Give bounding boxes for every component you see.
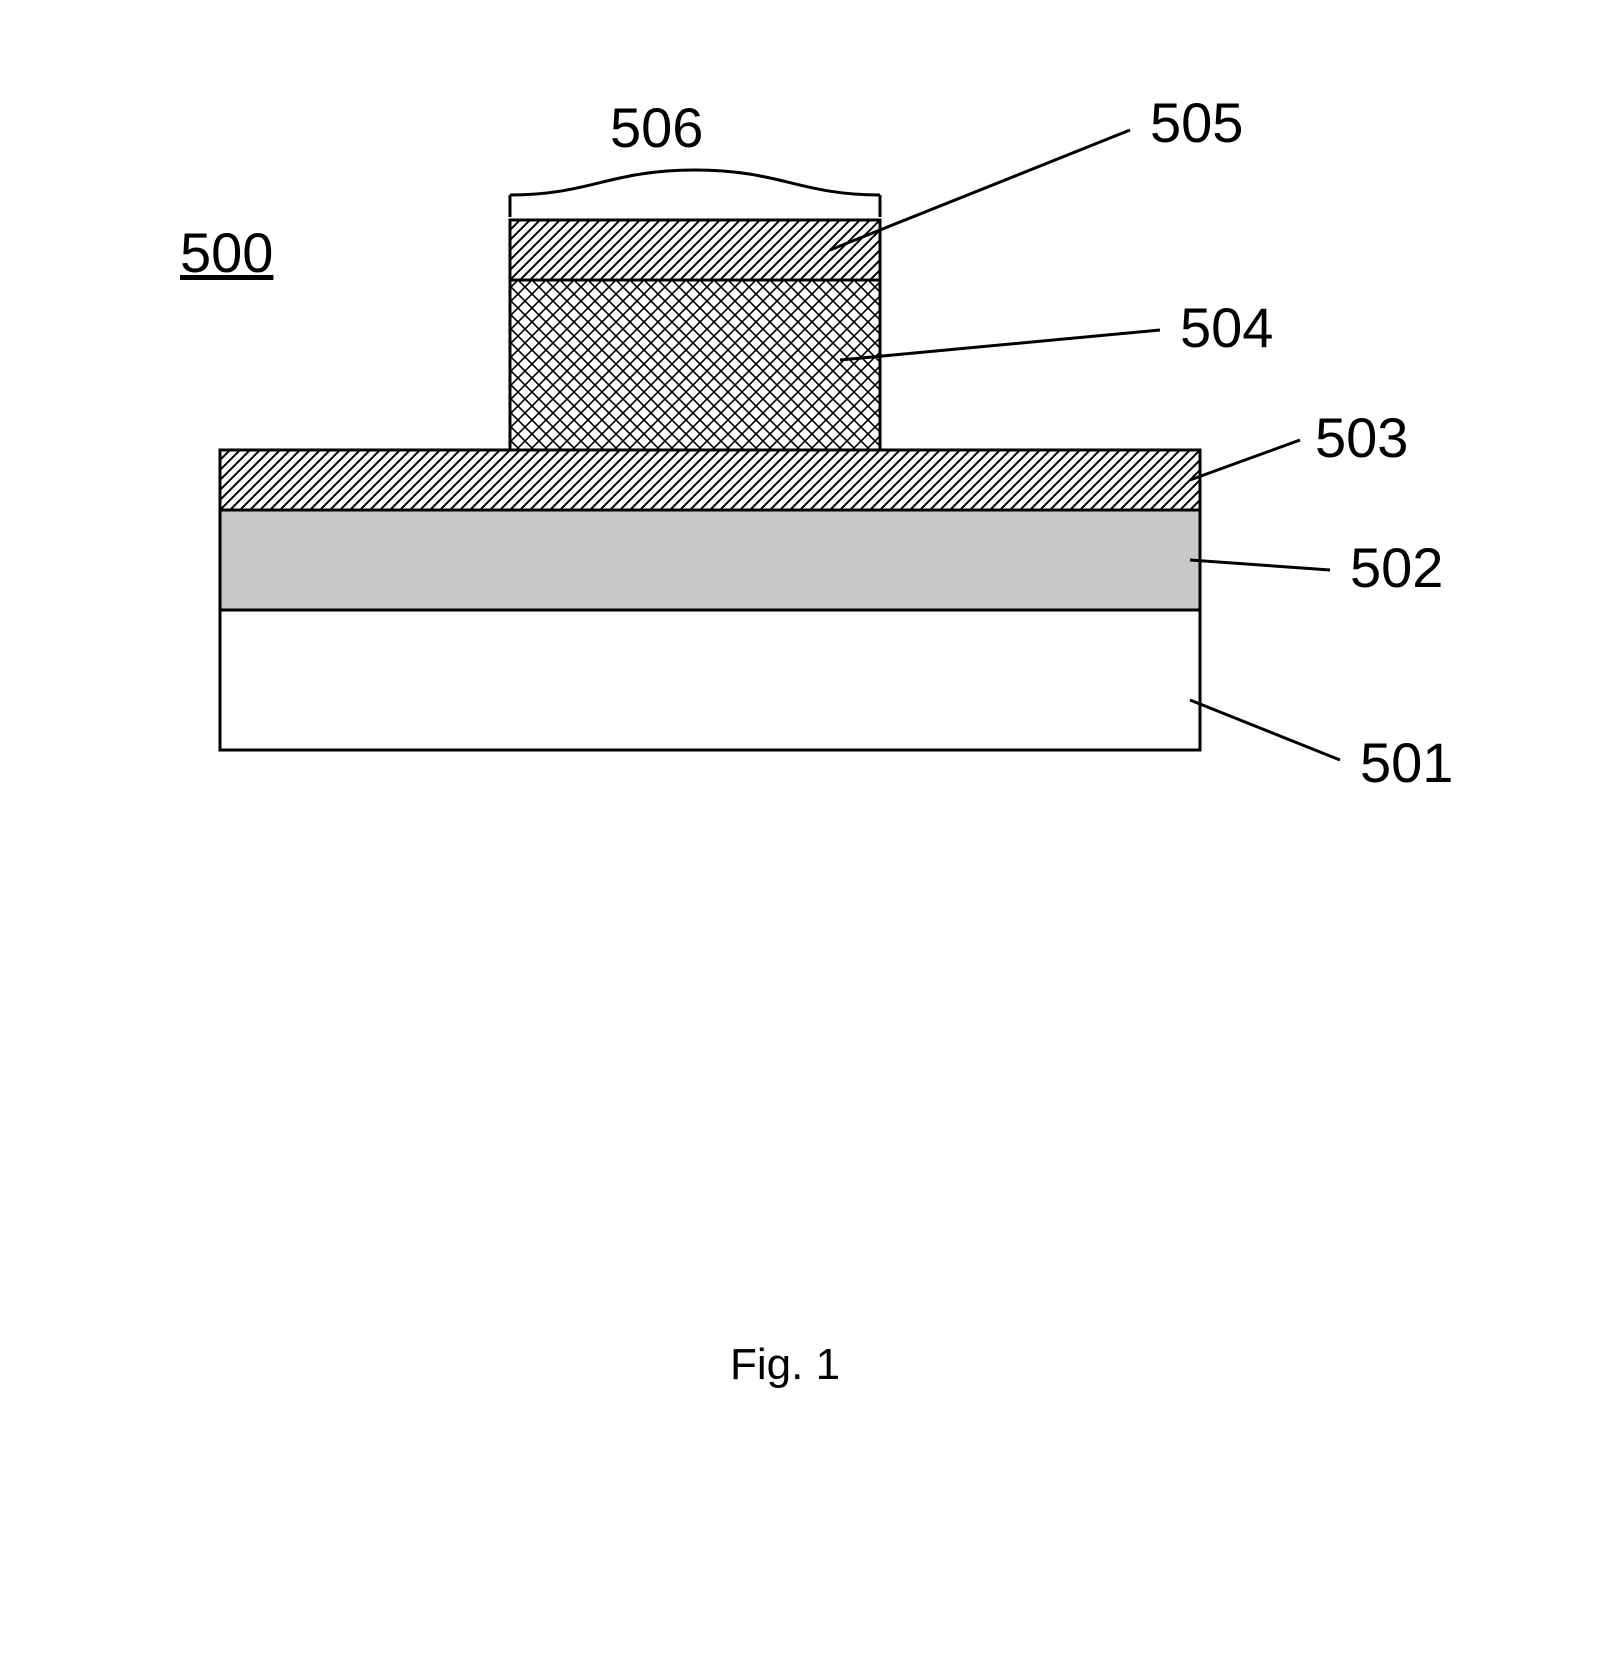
- figure-caption: Fig. 1: [730, 1340, 840, 1390]
- layer-501: [220, 610, 1200, 750]
- figure-title: 500: [180, 220, 273, 285]
- diagram-svg: [0, 0, 1620, 1000]
- layer-504: [510, 280, 880, 450]
- label-504: 504: [1180, 295, 1273, 360]
- label-505: 505: [1150, 90, 1243, 155]
- leader-505: [830, 130, 1130, 250]
- leader-501: [1190, 700, 1340, 760]
- layer-503: [220, 450, 1200, 510]
- layer-502: [220, 510, 1200, 610]
- label-506: 506: [610, 95, 703, 160]
- figure-page: 500 506 505 504 503 502 501 Fig. 1: [0, 0, 1620, 1663]
- leader-502: [1190, 560, 1330, 570]
- label-502: 502: [1350, 535, 1443, 600]
- bracket-506: [510, 170, 880, 217]
- label-503: 503: [1315, 405, 1408, 470]
- leader-504: [840, 330, 1160, 360]
- label-501: 501: [1360, 730, 1453, 795]
- layer-505: [510, 220, 880, 280]
- leader-503: [1190, 440, 1300, 480]
